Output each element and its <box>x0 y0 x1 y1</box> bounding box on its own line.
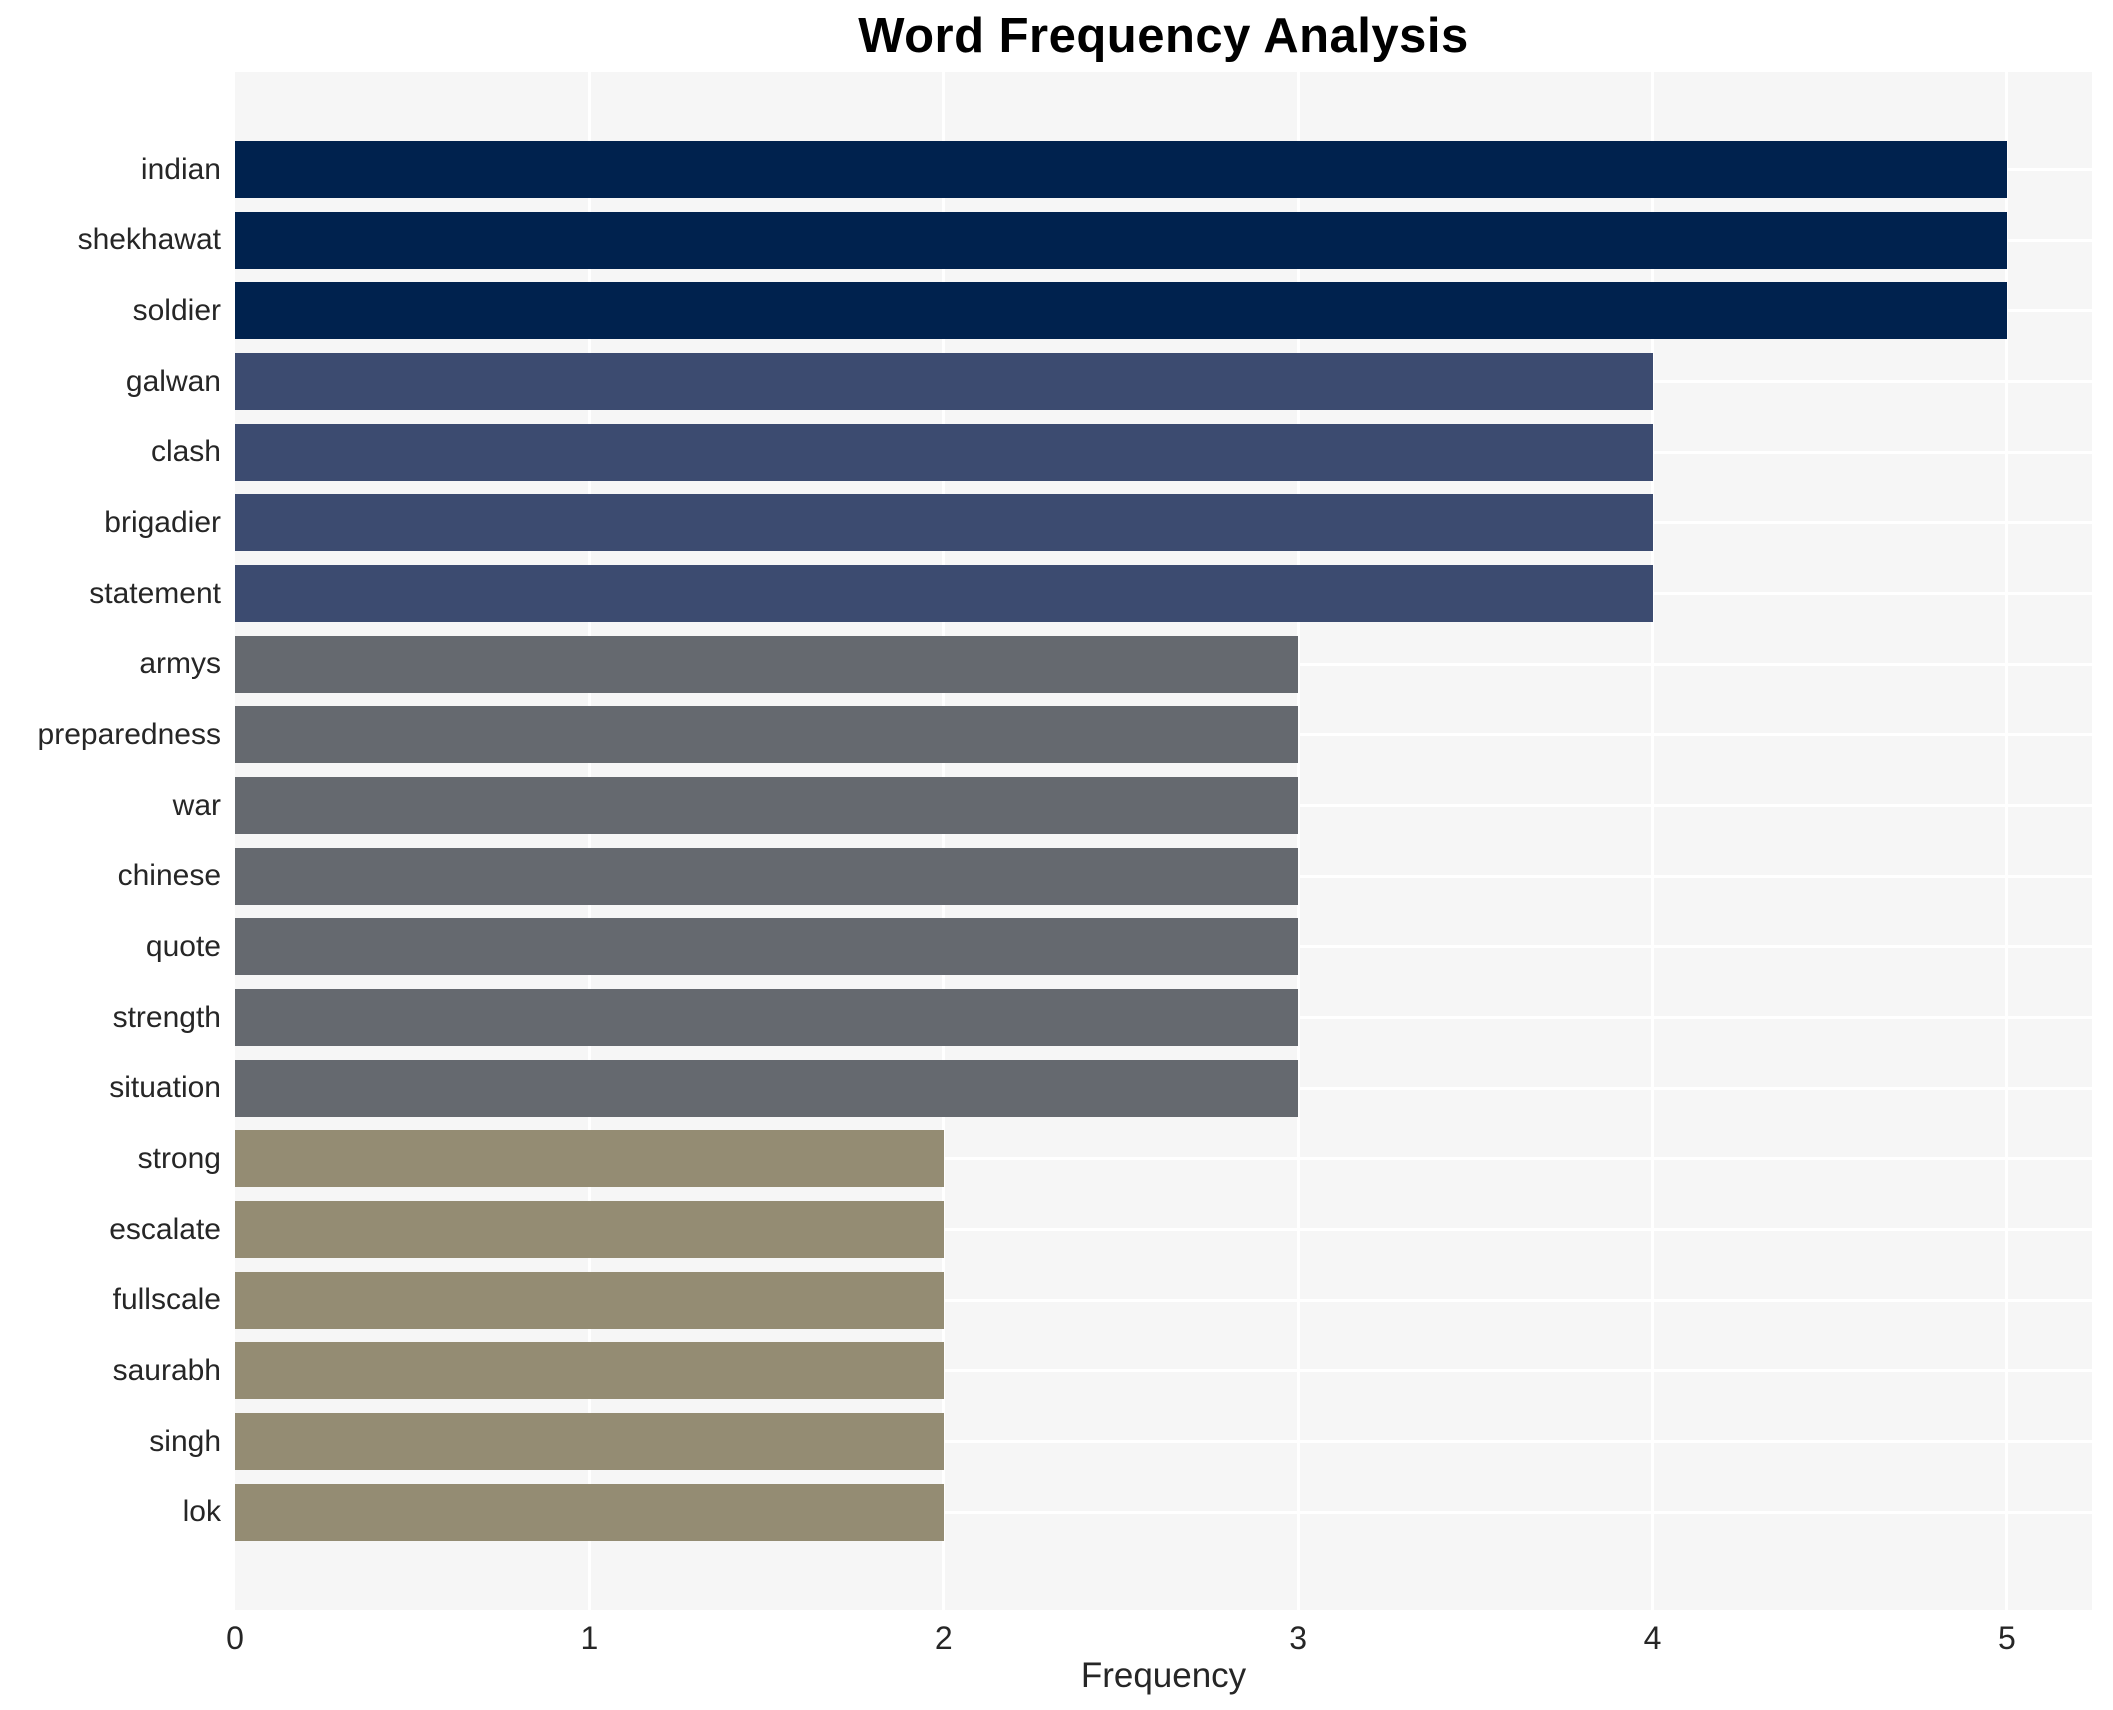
bar-row: chinese <box>118 847 2092 905</box>
x-gridline <box>1296 72 1300 1610</box>
category-label: quote <box>145 929 221 963</box>
frequency-bar <box>235 777 1299 835</box>
category-label: clash <box>150 435 221 469</box>
category-label: statement <box>89 576 221 610</box>
category-label: lok <box>182 1495 221 1529</box>
bar-row: indian <box>141 141 2092 198</box>
category-label: armys <box>139 647 221 681</box>
bar-rows: indian shekhawat soldier galwan clash brigadi… <box>38 72 2092 1610</box>
bar-row: situation <box>109 1059 2092 1117</box>
bar-row: saurabh <box>113 1342 2092 1400</box>
x-gridline <box>587 72 591 1610</box>
category-label: brigadier <box>104 505 221 539</box>
frequency-bar <box>235 706 1299 764</box>
bar-row: strength <box>113 989 2092 1047</box>
bar-row: lok <box>183 1483 2092 1541</box>
category-label: singh <box>149 1424 221 1458</box>
category-label: war <box>172 788 221 822</box>
x-axis-ticks: 0 1 2 3 4 5 <box>226 1620 2092 1660</box>
category-label: escalate <box>109 1212 221 1246</box>
bar-row: quote <box>146 918 2092 976</box>
bar-row: shekhawat <box>78 211 2092 269</box>
bar-row: statement <box>89 565 2092 623</box>
bar-row: singh <box>149 1413 2092 1471</box>
frequency-bar <box>235 918 1299 976</box>
bar-row: war <box>173 777 2092 835</box>
frequency-bar <box>235 847 1299 905</box>
category-label: saurabh <box>112 1353 221 1387</box>
frequency-bar <box>235 423 1653 481</box>
frequency-bar <box>235 635 1299 693</box>
frequency-bar <box>235 1201 944 1259</box>
frequency-bar <box>235 1483 944 1541</box>
frequency-bar <box>235 1342 944 1400</box>
x-tick-label: 1 <box>580 1620 599 1656</box>
bar-row: galwan <box>126 353 2092 411</box>
frequency-bar <box>235 282 2007 340</box>
x-gridline <box>942 72 946 1610</box>
frequency-bar <box>235 1059 1299 1117</box>
bar-row: fullscale <box>113 1271 2092 1329</box>
x-tick-label: 5 <box>1998 1620 2016 1656</box>
bar-row: armys <box>139 635 2092 693</box>
chart-title: Word Frequency Analysis <box>858 9 1469 63</box>
category-label: chinese <box>117 859 221 893</box>
category-label: strong <box>137 1141 221 1175</box>
x-axis-label: Frequency <box>1080 1656 1247 1695</box>
category-label: soldier <box>132 293 221 327</box>
frequency-bar <box>235 1413 944 1471</box>
x-tick-label: 2 <box>934 1620 953 1656</box>
x-tick-label: 3 <box>1289 1620 1308 1656</box>
category-label: galwan <box>125 364 221 398</box>
frequency-bar <box>235 989 1299 1047</box>
frequency-bar <box>235 565 1653 623</box>
category-label: situation <box>109 1071 221 1105</box>
x-tick-label: 0 <box>226 1620 244 1656</box>
x-tick-label: 4 <box>1643 1620 1662 1656</box>
frequency-bar <box>235 353 1653 411</box>
bar-row: brigadier <box>104 494 2092 552</box>
bar-row: escalate <box>109 1201 2092 1259</box>
bar-row: soldier <box>133 282 2092 340</box>
bar-row: clash <box>151 423 2092 481</box>
category-label: indian <box>140 152 221 186</box>
bar-row: preparedness <box>38 706 2092 764</box>
frequency-bar <box>235 1271 944 1329</box>
frequency-bar <box>235 211 2007 269</box>
x-gridline <box>2005 72 2009 1610</box>
x-gridline <box>1651 72 1655 1610</box>
category-label: shekhawat <box>77 223 221 257</box>
frequency-bar <box>235 1130 944 1188</box>
category-label: strength <box>112 1000 221 1034</box>
category-label: fullscale <box>112 1283 221 1317</box>
category-label: preparedness <box>37 717 221 751</box>
bar-row: strong <box>138 1130 2092 1188</box>
frequency-bar <box>235 494 1653 552</box>
plot-area: indian shekhawat soldier galwan clash brigadi… <box>38 72 2092 1610</box>
frequency-bar <box>235 141 2007 198</box>
